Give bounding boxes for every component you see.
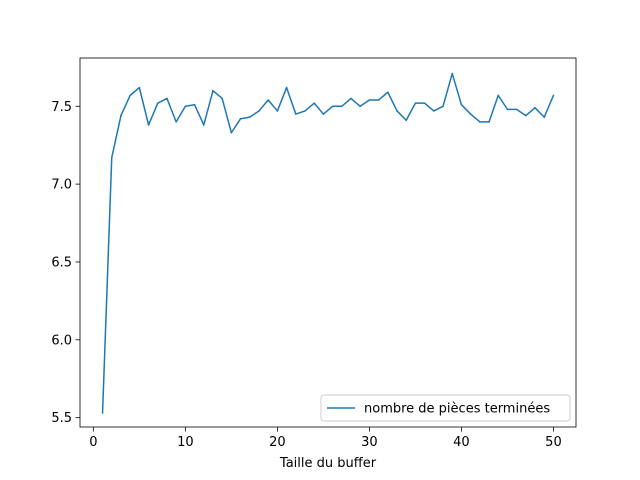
data-point — [110, 156, 113, 159]
data-point — [239, 117, 242, 120]
data-point — [175, 121, 177, 123]
plot-area — [80, 58, 576, 427]
axes-frame — [79, 57, 577, 428]
data-point — [285, 86, 288, 89]
series-layer — [101, 72, 555, 414]
data-point — [193, 103, 196, 106]
y-tick-label: 7.0 — [51, 178, 72, 193]
data-point — [138, 86, 141, 89]
data-point — [304, 110, 306, 112]
data-point — [534, 107, 536, 109]
x-axis-label: Taille du buffer — [279, 456, 377, 471]
data-point — [405, 119, 408, 122]
y-tick-label: 7.5 — [51, 100, 72, 115]
y-tick-label: 5.5 — [51, 411, 72, 426]
x-axis-ticks: 0 10 20 30 40 50 — [89, 427, 562, 450]
data-point — [248, 116, 251, 118]
x-tick-label: 40 — [453, 435, 470, 450]
data-point — [387, 91, 389, 94]
data-point — [294, 113, 297, 115]
data-point — [230, 131, 233, 134]
x-tick-label: 50 — [545, 435, 562, 450]
data-point — [166, 97, 168, 100]
data-point — [377, 99, 380, 101]
data-point — [147, 124, 150, 126]
y-tick-label: 6.5 — [51, 255, 72, 270]
data-point — [515, 108, 518, 111]
axes-border — [79, 57, 577, 428]
data-point — [469, 113, 472, 115]
data-point — [322, 113, 325, 115]
data-point — [156, 102, 159, 104]
x-tick-label: 0 — [89, 435, 97, 450]
series-line — [101, 72, 555, 414]
data-point — [267, 99, 269, 101]
data-point — [313, 102, 316, 104]
data-point — [184, 105, 187, 108]
data-point — [396, 110, 398, 112]
data-point — [414, 102, 417, 104]
data-point — [497, 94, 500, 97]
data-point — [120, 114, 122, 117]
data-point — [212, 89, 214, 92]
y-tick-label: 6.0 — [51, 333, 72, 348]
x-tick-label: 10 — [177, 435, 194, 450]
data-point — [202, 124, 205, 126]
data-point — [543, 116, 546, 118]
data-point — [488, 121, 490, 123]
legend-label: nombre de pièces terminées — [364, 402, 550, 417]
data-point — [460, 103, 463, 106]
data-point — [552, 94, 555, 97]
data-point — [129, 94, 131, 97]
x-tick-label: 20 — [269, 435, 286, 450]
data-point — [341, 105, 343, 108]
data-point — [276, 110, 279, 112]
y-axis-ticks: 5.5 6.0 6.5 7.0 7.5 — [51, 100, 80, 426]
legend-box — [320, 394, 571, 422]
data-point — [368, 99, 371, 101]
data-point — [359, 105, 362, 108]
legend: nombre de pièces terminées — [320, 394, 571, 422]
data-point — [331, 105, 334, 108]
data-point — [433, 110, 435, 112]
data-point — [451, 72, 454, 75]
data-point — [525, 114, 527, 117]
data-point — [479, 121, 481, 123]
data-point — [101, 412, 104, 414]
x-tick-label: 30 — [361, 435, 378, 450]
data-point — [221, 97, 223, 100]
data-point — [423, 102, 426, 104]
data-point — [258, 110, 260, 112]
data-point — [506, 108, 509, 111]
data-point — [442, 105, 444, 108]
data-point — [350, 97, 352, 100]
